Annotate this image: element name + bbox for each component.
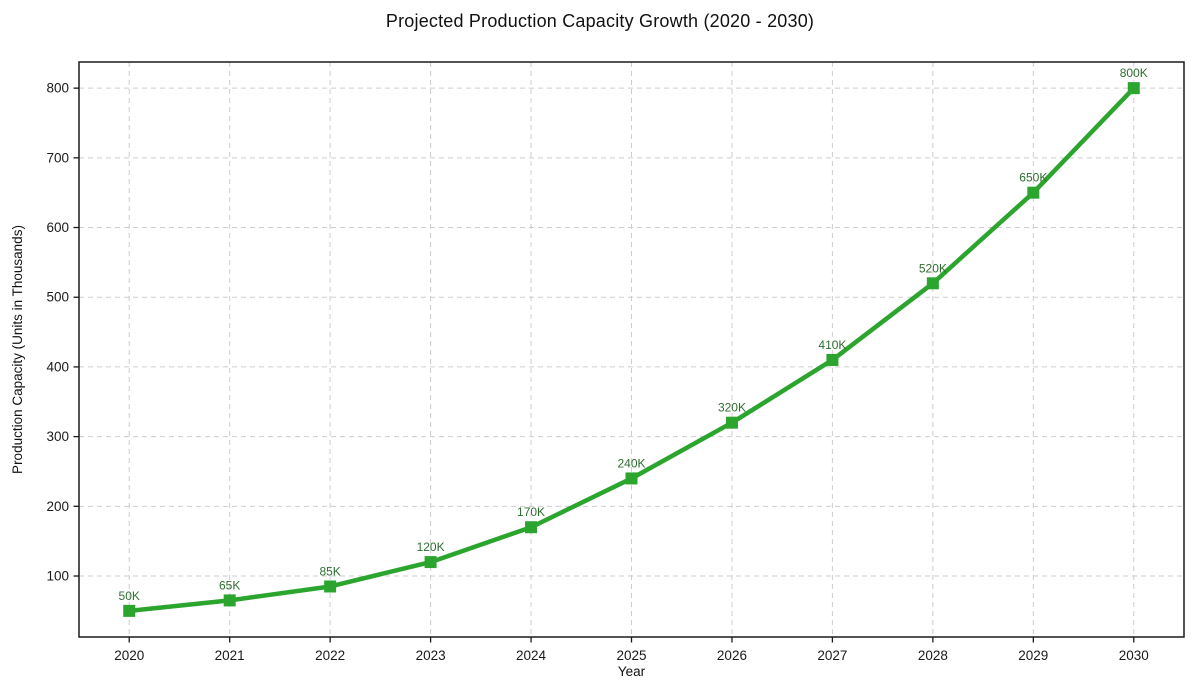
data-point-label: 85K [319,564,340,578]
x-tick-label: 2029 [1018,648,1048,663]
y-tick-label: 200 [46,499,69,514]
plot-border [78,61,1185,638]
x-tick-label: 2021 [215,648,245,663]
data-point-marker [123,604,136,617]
x-tick-label: 2022 [315,648,345,663]
x-axis-title: Year [618,664,646,679]
data-point-marker [525,521,538,534]
data-point-label: 240K [617,456,645,470]
data-point-marker [1127,82,1140,95]
data-point-label: 50K [119,589,140,603]
x-tick-label: 2024 [516,648,547,663]
data-point-label: 170K [517,505,545,519]
y-tick-label: 700 [46,150,69,165]
x-tick-label: 2020 [114,648,144,663]
data-point-marker [826,353,839,366]
y-tick-label: 500 [46,290,69,305]
data-point-label: 800K [1120,66,1148,80]
x-tick-label: 2028 [918,648,948,663]
data-point-marker [625,472,638,485]
data-point-marker [1027,186,1040,199]
chart-title: Projected Production Capacity Growth (20… [385,11,815,31]
y-tick-label: 400 [46,359,69,374]
data-point-marker [324,580,337,593]
data-point-label: 650K [1019,171,1047,185]
x-tick-label: 2025 [616,648,646,663]
data-point-label: 120K [417,540,445,554]
y-tick-label: 800 [46,81,69,96]
data-point-marker [424,556,437,569]
y-tick-label: 600 [46,220,69,235]
x-tick-label: 2023 [416,648,446,663]
x-tick-label: 2030 [1119,648,1149,663]
data-point-label: 320K [718,401,746,415]
y-tick-label: 300 [46,429,69,444]
x-tick-label: 2026 [717,648,747,663]
y-axis-title: Production Capacity (Units in Thousands) [10,225,25,474]
y-tick-label: 100 [46,569,69,584]
data-point-label: 65K [219,578,240,592]
data-point-label: 520K [919,261,947,275]
data-point-label: 410K [818,338,846,352]
x-tick-label: 2027 [817,648,847,663]
data-point-marker [223,594,236,607]
data-point-marker [725,416,738,429]
data-point-marker [926,277,939,290]
